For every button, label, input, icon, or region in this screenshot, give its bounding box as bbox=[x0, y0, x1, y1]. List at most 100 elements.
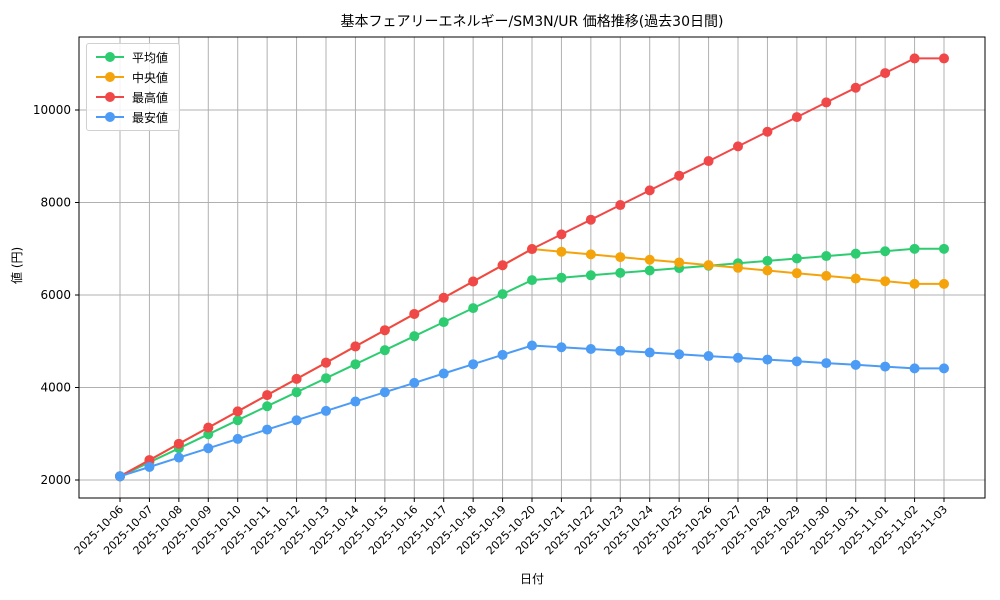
data-point bbox=[644, 265, 655, 276]
data-point bbox=[939, 278, 949, 289]
data-point bbox=[527, 275, 537, 286]
legend-item-max: 最高値 bbox=[87, 87, 179, 107]
data-point bbox=[703, 260, 714, 271]
data-point bbox=[585, 249, 596, 260]
y-tick-label: 2000 bbox=[40, 473, 71, 487]
x-axis: 2025-10-062025-10-072025-10-082025-10-09… bbox=[72, 498, 950, 557]
data-point bbox=[497, 260, 508, 271]
data-point bbox=[615, 200, 626, 211]
data-point bbox=[909, 53, 920, 64]
data-point bbox=[850, 359, 861, 370]
data-point bbox=[850, 273, 861, 284]
data-point bbox=[409, 308, 420, 319]
data-point bbox=[703, 351, 714, 362]
data-point bbox=[791, 112, 802, 123]
y-axis: 2000 4000 6000 8000 10000 bbox=[33, 103, 79, 487]
data-point bbox=[203, 443, 214, 454]
data-point bbox=[291, 415, 302, 426]
data-point bbox=[762, 265, 773, 276]
data-point bbox=[173, 452, 184, 463]
legend-label: 中央値 bbox=[132, 71, 169, 85]
legend-marker-icon bbox=[105, 92, 115, 102]
data-point bbox=[203, 422, 214, 433]
data-point bbox=[409, 377, 420, 388]
data-point bbox=[350, 359, 361, 370]
data-point bbox=[821, 251, 832, 262]
data-point bbox=[762, 255, 773, 266]
data-point bbox=[939, 53, 949, 64]
data-point bbox=[909, 363, 920, 374]
data-point bbox=[468, 359, 479, 370]
data-point bbox=[850, 248, 861, 259]
data-point bbox=[644, 347, 655, 358]
data-point bbox=[939, 363, 949, 374]
data-point bbox=[232, 415, 243, 426]
data-point bbox=[438, 292, 449, 303]
data-point bbox=[262, 390, 273, 401]
data-point bbox=[880, 361, 891, 372]
data-point bbox=[762, 354, 773, 365]
grid bbox=[79, 37, 985, 498]
data-point bbox=[644, 254, 655, 265]
data-point bbox=[615, 267, 626, 278]
legend-marker-icon bbox=[105, 72, 115, 82]
data-point bbox=[791, 268, 802, 279]
data-point bbox=[321, 405, 331, 416]
data-point bbox=[644, 185, 655, 196]
data-point bbox=[262, 401, 273, 412]
data-point bbox=[909, 278, 920, 289]
data-point bbox=[821, 270, 832, 281]
data-point bbox=[791, 356, 802, 367]
data-point bbox=[232, 433, 243, 444]
data-point bbox=[438, 368, 449, 379]
data-point bbox=[144, 461, 155, 472]
y-tick-label: 8000 bbox=[40, 196, 71, 210]
data-point bbox=[615, 252, 626, 263]
x-axis-label: 日付 bbox=[519, 572, 544, 586]
data-point bbox=[585, 214, 596, 225]
data-point bbox=[585, 344, 596, 355]
data-point bbox=[527, 244, 537, 255]
data-point bbox=[880, 246, 891, 257]
data-point bbox=[232, 406, 243, 417]
data-point bbox=[527, 340, 537, 351]
data-point bbox=[291, 387, 302, 398]
data-point bbox=[791, 253, 802, 264]
data-point bbox=[733, 262, 743, 273]
data-point bbox=[880, 276, 891, 287]
data-point bbox=[585, 270, 596, 281]
data-point bbox=[733, 141, 743, 152]
data-point bbox=[939, 243, 949, 254]
data-point bbox=[379, 325, 390, 336]
data-point bbox=[468, 303, 479, 314]
legend-label: 最高値 bbox=[132, 91, 169, 105]
data-point bbox=[350, 341, 361, 352]
data-point bbox=[556, 342, 567, 353]
data-point bbox=[674, 349, 685, 360]
data-point bbox=[909, 243, 920, 254]
legend-marker-icon bbox=[105, 112, 115, 122]
y-tick-label: 4000 bbox=[40, 381, 71, 395]
legend-marker-icon bbox=[105, 52, 115, 62]
y-tick-label: 10000 bbox=[33, 103, 71, 117]
data-point bbox=[144, 455, 155, 466]
data-point bbox=[556, 246, 567, 257]
data-point bbox=[379, 387, 390, 398]
data-point bbox=[468, 276, 479, 287]
data-point bbox=[762, 126, 773, 137]
data-point bbox=[173, 438, 184, 449]
data-point bbox=[821, 358, 832, 369]
chart-title: 基本フェアリーエネルギー/SM3N/UR 価格推移(過去30日間) bbox=[340, 14, 724, 30]
data-point bbox=[497, 289, 508, 300]
legend-item-min: 最安値 bbox=[87, 107, 179, 127]
data-point bbox=[880, 68, 891, 79]
data-point bbox=[850, 82, 861, 93]
legend-label: 平均値 bbox=[132, 51, 169, 65]
data-point bbox=[115, 471, 125, 482]
data-point bbox=[350, 396, 361, 407]
data-point bbox=[821, 97, 832, 108]
data-point bbox=[556, 272, 567, 283]
data-point bbox=[674, 170, 685, 181]
legend: 平均値 中央値 最高値 最安値 bbox=[86, 43, 180, 131]
